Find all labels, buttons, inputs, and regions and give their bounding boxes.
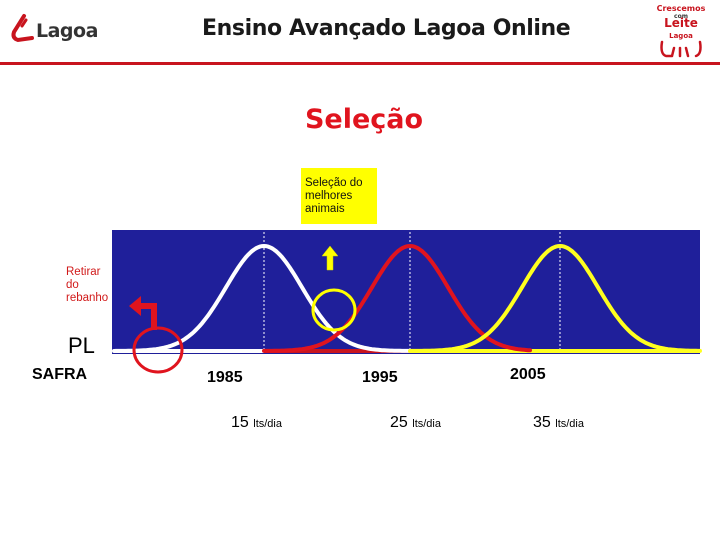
lagoa-logo-text: Lagoa (36, 20, 98, 42)
pl-axis-label: PL (68, 333, 95, 358)
header-title: Ensino Avançado Lagoa Online (202, 16, 571, 41)
cow-outline-icon (660, 40, 702, 58)
tail-circle-icon (132, 326, 184, 374)
yield-1985-unit: lts/dia (253, 418, 282, 430)
yield-2005-unit: lts/dia (555, 418, 584, 430)
yield-1995: 25 lts/dia (390, 414, 441, 432)
yield-1995-value: 25 (390, 414, 408, 431)
curve-1985 (112, 243, 412, 353)
note-line-3: animais (305, 203, 345, 215)
selection-note-box: Seleção do melhores animais (301, 168, 377, 224)
logo-line-4: Lagoa (669, 32, 693, 40)
year-1995: 1995 (362, 369, 398, 386)
header-bar: Lagoa Ensino Avançado Lagoa Online Cresc… (0, 0, 720, 65)
up-arrow-icon (321, 245, 339, 271)
note-line-1: Seleção do (305, 177, 363, 189)
remove-line-2: do (66, 279, 79, 291)
curve-1995 (262, 243, 532, 353)
turn-arrow-head-icon (129, 296, 141, 316)
curve-2005 (408, 243, 702, 353)
yield-2005-value: 35 (533, 414, 551, 431)
yield-1985: 15 lts/dia (231, 414, 282, 432)
logo-line-1: Crescemos (656, 4, 706, 13)
remove-line-3: rebanho (66, 292, 109, 304)
slide-title: Seleção (304, 104, 424, 135)
header-divider (0, 62, 720, 65)
year-2005: 2005 (510, 366, 546, 383)
remove-line-1: Retirar (66, 266, 101, 278)
note-line-2: melhores (305, 190, 353, 202)
safra-label: SAFRA (32, 366, 88, 383)
yield-1985-value: 15 (231, 414, 249, 431)
year-1985: 1985 (207, 369, 243, 386)
yield-2005: 35 lts/dia (533, 414, 584, 432)
turn-arrow-icon (140, 303, 157, 330)
highlight-circle-icon (311, 288, 357, 332)
lagoa-logo-icon (11, 14, 34, 43)
yield-1995-unit: lts/dia (412, 418, 441, 430)
crescemos-com-leite-logo-icon: Crescemos com Leite Lagoa (650, 4, 712, 60)
remove-from-herd-label: Retirar do rebanho (66, 266, 120, 305)
logo-line-2: com (674, 13, 688, 20)
logo-line-3: Leite (664, 16, 698, 30)
